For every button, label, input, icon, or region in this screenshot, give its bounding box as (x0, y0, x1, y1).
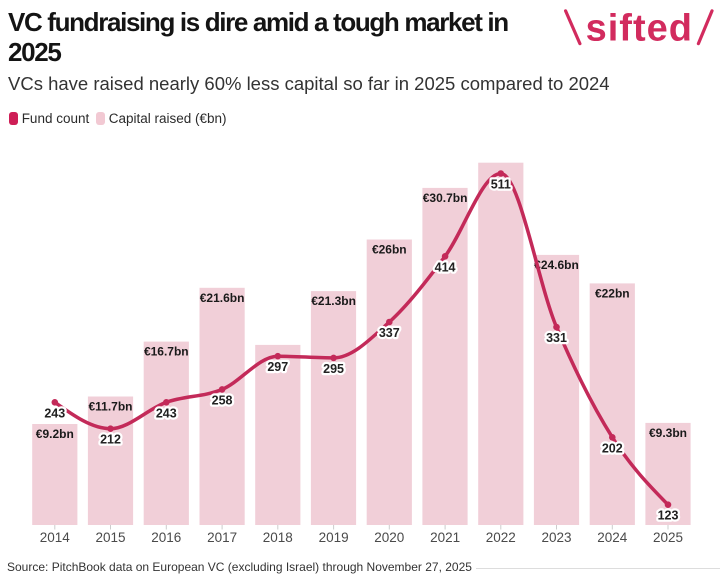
svg-text:€16.7bn: €16.7bn (144, 345, 189, 359)
svg-text:2016: 2016 (151, 530, 181, 545)
svg-text:511: 511 (491, 178, 511, 192)
svg-text:202: 202 (602, 441, 623, 455)
svg-text:€21.3bn: €21.3bn (311, 294, 356, 308)
svg-text:2023: 2023 (541, 530, 571, 545)
svg-text:2024: 2024 (597, 530, 628, 545)
svg-text:2018: 2018 (263, 530, 293, 545)
svg-text:258: 258 (212, 393, 233, 407)
svg-text:212: 212 (100, 433, 121, 447)
svg-text:295: 295 (323, 362, 344, 376)
svg-text:243: 243 (156, 406, 177, 420)
svg-text:2015: 2015 (95, 530, 125, 545)
svg-text:2022: 2022 (486, 530, 516, 545)
svg-text:243: 243 (44, 406, 65, 420)
svg-text:337: 337 (379, 326, 400, 340)
svg-text:2019: 2019 (319, 530, 349, 545)
svg-text:2017: 2017 (207, 530, 237, 545)
svg-text:€9.2bn: €9.2bn (36, 427, 74, 441)
svg-text:331: 331 (546, 331, 567, 345)
svg-text:2021: 2021 (430, 530, 460, 545)
svg-text:€11.7bn: €11.7bn (88, 400, 132, 414)
svg-text:123: 123 (658, 509, 679, 523)
svg-text:€30.7bn: €30.7bn (423, 191, 468, 205)
svg-text:2020: 2020 (374, 530, 404, 545)
svg-text:2014: 2014 (40, 530, 71, 545)
svg-text:€24.6bn: €24.6bn (534, 258, 579, 272)
svg-text:€22bn: €22bn (595, 286, 630, 300)
svg-text:€9.3bn: €9.3bn (649, 426, 687, 440)
svg-text:sifted: sifted (586, 8, 693, 50)
svg-text:€21.6bn: €21.6bn (200, 291, 245, 305)
svg-text:414: 414 (435, 260, 456, 274)
svg-text:€26bn: €26bn (372, 243, 407, 257)
svg-text:2025: 2025 (653, 530, 683, 545)
svg-text:297: 297 (267, 360, 288, 374)
